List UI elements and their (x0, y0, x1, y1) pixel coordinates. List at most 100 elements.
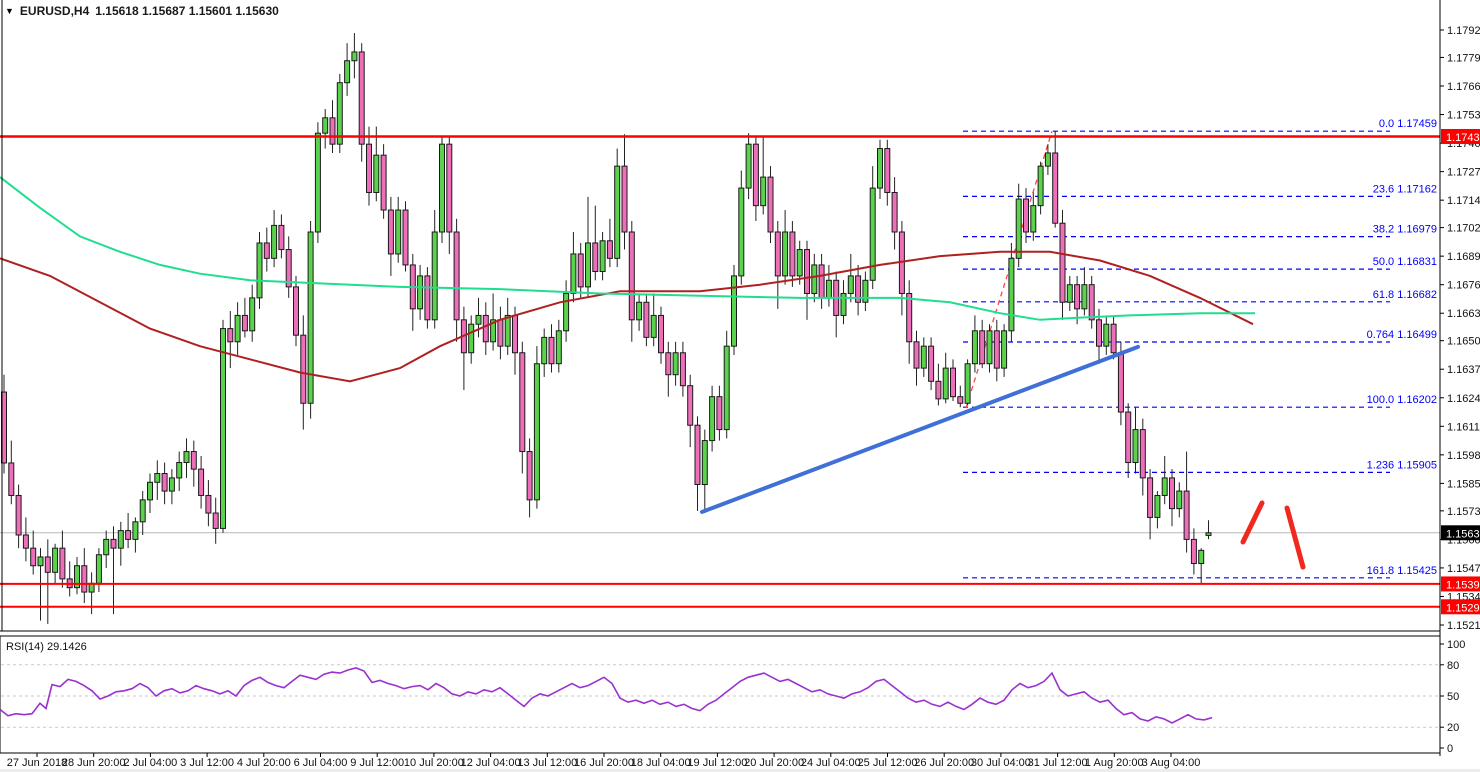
candle (884, 139, 891, 206)
time-axis-label: 3 Jul 12:00 (180, 757, 234, 769)
candle (395, 196, 402, 263)
price-tick-label: 1.17145 (1447, 195, 1480, 207)
candle (263, 227, 270, 272)
candle (256, 231, 263, 309)
candle (665, 341, 672, 397)
ma-slow-line (0, 250, 1254, 383)
candle (241, 297, 248, 338)
candle (52, 543, 59, 584)
candle (366, 126, 372, 206)
time-axis-label: 20 Jul 20:00 (744, 757, 804, 769)
candle (139, 491, 146, 535)
time-axis-label: 26 Jul 20:00 (914, 757, 974, 769)
candle (417, 264, 424, 320)
price-tick-label: 1.15985 (1447, 450, 1480, 462)
candle (74, 556, 80, 595)
candle (468, 315, 475, 364)
fib-level-label: 50.0 1.16831 (1373, 256, 1437, 268)
time-axis-label: 9 Jul 12:00 (350, 757, 404, 769)
price-tick-label: 1.17020 (1447, 223, 1480, 235)
time-axis-label: 13 Jul 12:00 (517, 757, 577, 769)
trendline[interactable] (700, 344, 1140, 514)
rsi-label: RSI(14) 29.1426 (6, 641, 87, 653)
time-axis-label: 31 Jul 12:00 (1028, 757, 1088, 769)
rsi-scale-label: 100 (1447, 639, 1465, 651)
candle (643, 293, 650, 347)
candle (621, 134, 628, 250)
candle (190, 440, 197, 487)
candle (446, 135, 453, 254)
candle (358, 43, 365, 162)
svg-text:1.17435: 1.17435 (1446, 132, 1480, 144)
price-tick-label: 1.17535 (1447, 110, 1480, 122)
candle (183, 438, 190, 478)
svg-text:1.15293: 1.15293 (1446, 602, 1480, 614)
candle (942, 352, 949, 404)
candle (198, 455, 205, 509)
price-tick-label: 1.16760 (1447, 280, 1480, 292)
candle (8, 440, 15, 505)
candle (519, 341, 526, 474)
candle (322, 109, 329, 149)
candle (147, 473, 153, 514)
chart-symbol-timeframe: EURUSD,H4 (19, 4, 90, 18)
candle (687, 374, 694, 448)
candle (628, 221, 635, 342)
candle (154, 460, 161, 500)
candle (782, 210, 789, 285)
candle (993, 319, 1000, 382)
annotation-stroke[interactable] (1284, 505, 1306, 570)
price-axis[interactable]: 1.179201.177951.176651.175351.174051.172… (1440, 25, 1480, 632)
time-axis-label: 1 Aug 20:00 (1085, 757, 1144, 769)
candle (1183, 451, 1190, 553)
candle (935, 363, 942, 406)
candle (796, 240, 803, 285)
candle (774, 221, 781, 309)
candle (125, 513, 132, 549)
price-badge: 1.15397 (1441, 576, 1480, 592)
candle (1154, 491, 1161, 529)
candle (278, 214, 285, 259)
rsi-line (0, 667, 1213, 724)
candle (745, 133, 752, 200)
ma-fast-line (0, 176, 1255, 321)
time-axis-label: 19 Jul 12:00 (687, 757, 747, 769)
candle (168, 469, 175, 505)
candle (1001, 324, 1008, 377)
annotation-stroke[interactable] (1240, 500, 1265, 545)
candle (979, 319, 986, 369)
candle (548, 324, 555, 373)
price-tick-label: 1.17795 (1447, 52, 1480, 64)
time-axis-label: 3 Aug 04:00 (1142, 757, 1201, 769)
candle (30, 530, 37, 575)
candle (1110, 315, 1117, 360)
candle (570, 231, 577, 303)
candle (1066, 275, 1073, 312)
candle (285, 236, 292, 298)
fib-level-label: 23.6 1.17162 (1373, 183, 1437, 195)
time-axis-label: 12 Jul 04:00 (461, 757, 521, 769)
candle (1081, 267, 1088, 316)
bottom-strip (0, 769, 1480, 772)
chart-dropdown-icon[interactable]: ▼ (5, 6, 14, 16)
candle (81, 548, 88, 604)
candle (789, 221, 796, 287)
candle (738, 170, 745, 285)
candle (877, 139, 883, 200)
candle (1205, 520, 1212, 540)
candle (1008, 242, 1015, 342)
candle (161, 462, 168, 505)
candle (234, 302, 241, 355)
candle (1132, 407, 1139, 474)
price-tick-label: 1.16630 (1447, 308, 1480, 320)
candle (913, 330, 920, 386)
rsi-scale-label: 50 (1447, 691, 1459, 703)
fib-retracement[interactable]: 0.0 1.17459 23.6 1.17162 38.2 1.16979 50.0 … (963, 118, 1437, 579)
candle (431, 210, 438, 329)
candle (818, 253, 825, 309)
candle (227, 311, 234, 369)
price-tick-label: 1.17275 (1447, 167, 1480, 179)
candle (44, 539, 51, 624)
